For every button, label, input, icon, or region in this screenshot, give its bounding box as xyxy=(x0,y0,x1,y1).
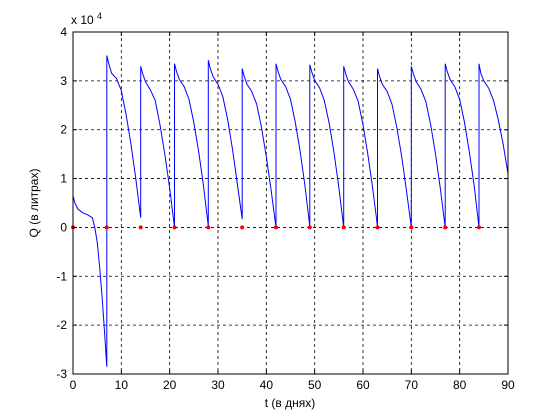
marker-layer xyxy=(71,225,481,230)
y-tick-label: -2 xyxy=(56,318,67,332)
y-exponent-power: 4 xyxy=(97,11,102,21)
x-tick-label: 60 xyxy=(356,378,370,392)
data-point-marker xyxy=(172,225,177,230)
x-tick-label: 0 xyxy=(70,378,77,392)
data-point-marker xyxy=(138,225,143,230)
y-tick-label: 3 xyxy=(60,74,67,88)
data-point-marker xyxy=(375,225,380,230)
data-point-marker xyxy=(341,225,346,230)
data-point-marker xyxy=(443,225,448,230)
x-tick-label: 70 xyxy=(405,378,419,392)
grid-layer xyxy=(73,32,508,374)
x-tick-label: 20 xyxy=(163,378,177,392)
plot-frame xyxy=(72,31,509,375)
y-axis-label: Q (в литрах) xyxy=(27,169,41,238)
y-tick-label: 2 xyxy=(60,123,67,137)
data-point-marker xyxy=(274,225,278,230)
y-tick-label: 1 xyxy=(60,172,67,186)
x-tick-label: 10 xyxy=(115,378,129,392)
y-tick-label: -3 xyxy=(56,367,67,381)
y-exponent-base: x 10 xyxy=(71,13,94,27)
x-tick-label: 80 xyxy=(453,378,467,392)
x-tick-label: 50 xyxy=(308,378,322,392)
x-axis-label: t (в днях) xyxy=(265,396,316,410)
y-exponent-label: x 10 4 xyxy=(71,11,102,27)
x-tick-label: 30 xyxy=(211,378,225,392)
y-tick-label: 0 xyxy=(60,220,67,234)
series-layer xyxy=(72,55,509,367)
data-point-marker xyxy=(206,225,211,230)
data-point-marker xyxy=(409,225,414,230)
data-point-marker xyxy=(307,225,312,230)
data-point-marker xyxy=(104,225,109,230)
data-point-marker xyxy=(240,225,245,230)
series-line xyxy=(72,55,509,367)
tick-layer: 0 10 20 30 40 50 60 70 80 90 -3 -2 -1 0 1 2 3 4 xyxy=(56,25,515,392)
x-tick-label: 90 xyxy=(501,378,515,392)
data-point-marker xyxy=(477,225,481,230)
x-tick-label: 40 xyxy=(260,378,274,392)
y-tick-label: 4 xyxy=(60,25,67,39)
plot-area xyxy=(73,32,508,374)
y-tick-label: -1 xyxy=(56,269,67,283)
